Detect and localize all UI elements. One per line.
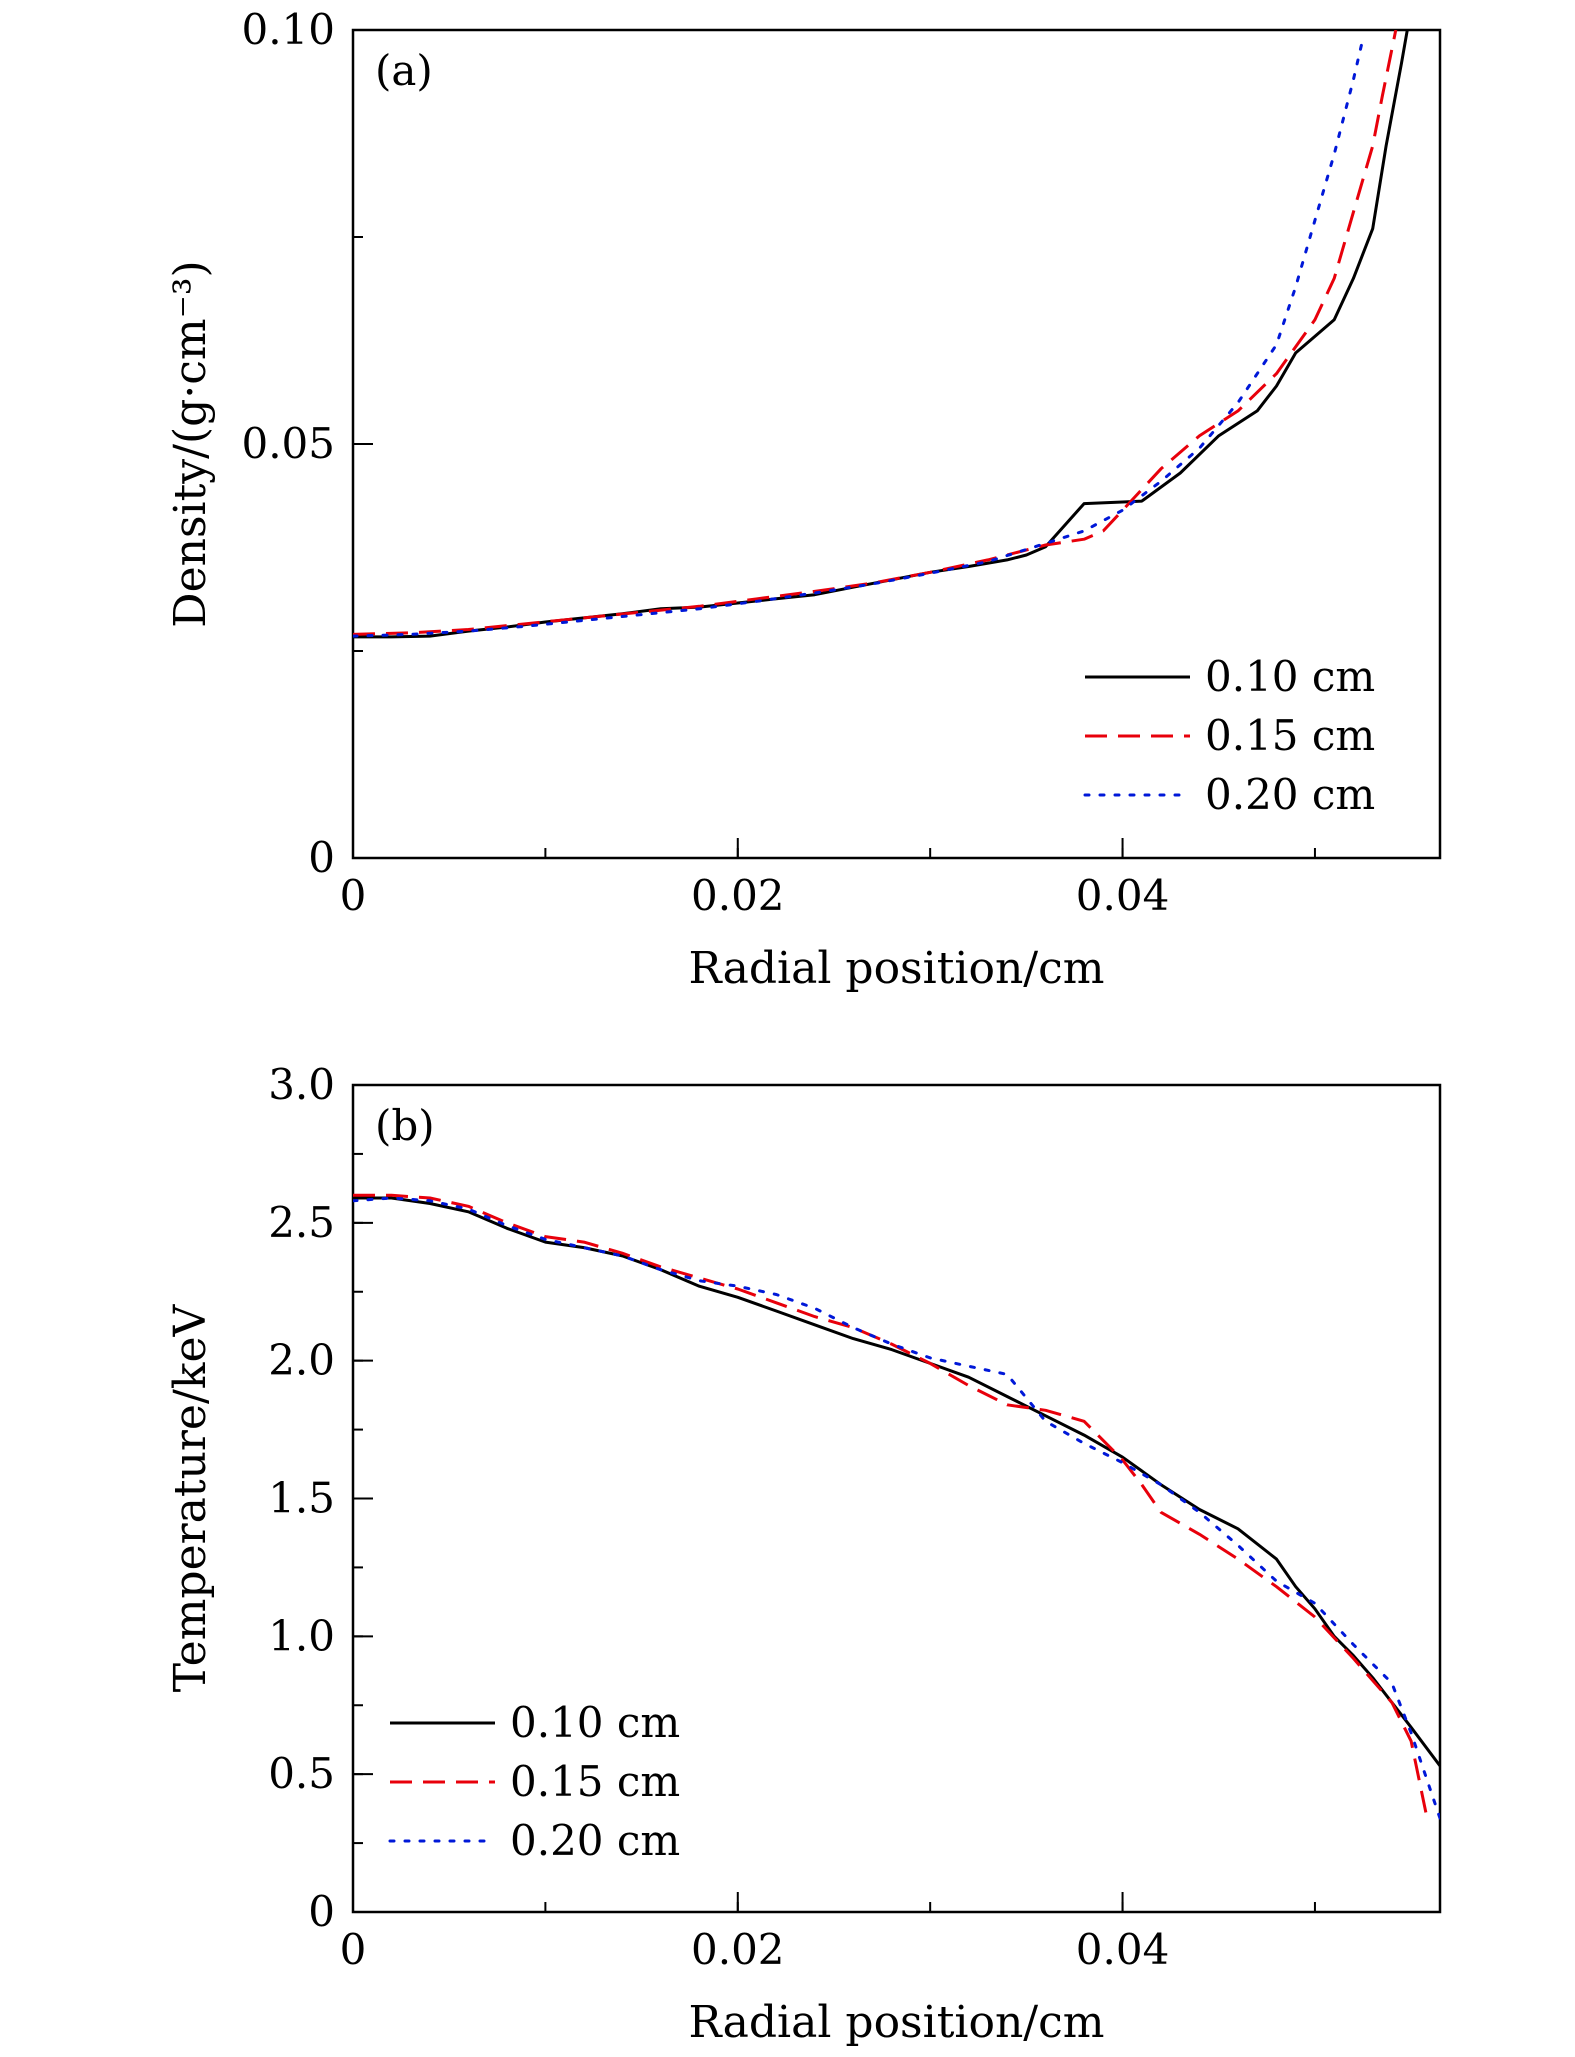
x-tick-label: 0.04 (1076, 871, 1170, 920)
x-tick-label: 0.04 (1076, 1925, 1170, 1974)
series-line-0-15-cm (353, 30, 1398, 636)
x-tick-label: 0 (340, 871, 367, 920)
series-line-0-10-cm (353, 1196, 1440, 1767)
x-tick-label: 0.02 (691, 871, 785, 920)
y-tick-label: 1.5 (268, 1474, 335, 1523)
series-line-0-10-cm (353, 30, 1409, 639)
y-tick-label: 0.05 (241, 419, 335, 468)
x-tick-label: 0 (340, 1925, 367, 1974)
legend-label: 0.15 cm (510, 1757, 680, 1806)
panel-label: (a) (375, 46, 433, 95)
y-tick-label: 0.5 (268, 1749, 335, 1798)
y-tick-label: 0 (308, 833, 335, 882)
y-tick-label: 0 (308, 1887, 335, 1936)
panel-label: (b) (375, 1101, 435, 1150)
y-axis-label: Temperature/keV (165, 1304, 216, 1693)
series-line-0-15-cm (353, 1193, 1428, 1816)
panel-b: 0 0.02 0.04 0 0.5 1.0 1.5 2.0 2.5 3.0 Radial posit… (165, 1060, 1442, 2048)
legend-label: 0.15 cm (1205, 711, 1375, 760)
y-tick-label: 1.0 (268, 1611, 335, 1660)
legend-label: 0.20 cm (510, 1816, 680, 1865)
panel-a: 0 0.02 0.04 0 0.05 0.10 Radial position/cm Dens… (165, 5, 1442, 994)
x-axis-label: Radial position/cm (689, 1997, 1105, 2048)
series-line-0-20-cm (353, 36, 1365, 638)
y-axis-label: Density/(g·cm⁻³) (165, 260, 216, 627)
legend-label: 0.10 cm (1205, 652, 1375, 701)
legend-label: 0.10 cm (510, 1698, 680, 1747)
x-tick-label: 0.02 (691, 1925, 785, 1974)
y-tick-label: 2.5 (268, 1198, 335, 1247)
y-tick-label: 2.0 (268, 1336, 335, 1385)
x-axis-label: Radial position/cm (689, 943, 1105, 994)
y-tick-label: 3.0 (268, 1060, 335, 1109)
legend-label: 0.20 cm (1205, 770, 1375, 819)
y-tick-label: 0.10 (241, 5, 335, 54)
